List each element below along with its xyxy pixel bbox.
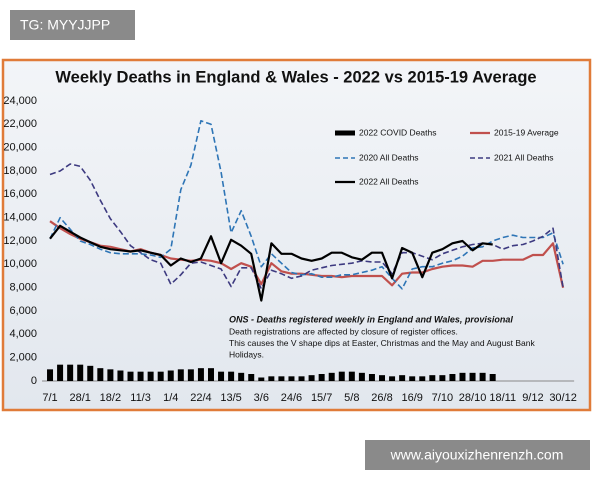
y-tick-label: 16,000 [3,188,37,200]
bar [348,371,355,381]
bar [87,365,94,381]
x-tick-label: 26/8 [371,392,392,404]
bar [449,374,456,381]
line [49,163,564,290]
bar [47,369,54,381]
bar [177,369,184,381]
y-tick-label: 20,000 [3,142,37,154]
bar [137,371,144,381]
watermark: TG: MYYJJPP [20,17,110,33]
bar [288,376,295,381]
bar [197,368,204,381]
bar [97,368,104,381]
bar [117,370,124,381]
watermark-box [10,10,135,40]
x-tick-label: 15/7 [311,392,332,404]
bar [238,372,245,381]
x-tick-label: 5/8 [344,392,359,404]
bar [429,375,436,381]
y-tick-label: 24,000 [3,95,37,107]
bar [389,376,396,381]
x-tick-label: 28/1 [69,392,90,404]
bar [218,371,225,381]
y-tick-label: 14,000 [3,212,37,224]
x-tick-label: 24/6 [281,392,302,404]
y-tick-label: 6,000 [9,305,37,317]
bar [127,371,134,381]
annotation-line: This causes the V shape dips at Easter, … [229,338,535,348]
x-tick-label: 7/1 [42,392,57,404]
bar [268,376,275,381]
bar [409,376,416,381]
bar [278,376,285,381]
y-tick-label: 0 [31,375,37,387]
bar [228,371,235,381]
x-tick-label: 7/10 [432,392,453,404]
x-tick-label: 11/3 [130,392,151,404]
x-tick-label: 9/12 [522,392,543,404]
bar [248,374,255,381]
bar [318,374,325,381]
bar [187,369,194,381]
annotation-line: Holidays. [229,349,264,359]
bar [489,374,496,381]
bar [328,372,335,381]
y-tick-label: 22,000 [3,118,37,130]
x-tick-label: 16/9 [401,392,422,404]
bar [368,374,375,381]
bar [459,372,466,381]
bar [147,371,154,381]
bar [298,376,305,381]
x-tick-label: 18/11 [489,392,516,404]
watermark-box [365,440,590,470]
bar [258,377,265,381]
chart-frame [1,58,592,412]
x-tick-label: 3/6 [254,392,269,404]
y-tick-label: 2,000 [9,352,37,364]
y-tick-label: 4,000 [9,328,37,340]
legend-label: 2022 COVID Deaths [359,127,436,137]
bar [469,372,476,381]
y-tick-label: 8,000 [9,282,37,294]
x-tick-label: 30/12 [549,392,577,404]
line [49,120,564,290]
y-tick-label: 10,000 [3,258,37,270]
bar [157,371,164,381]
bar [77,364,84,381]
x-tick-label: 28/10 [459,392,487,404]
bar [439,375,446,381]
y-tick-label: 12,000 [3,235,37,247]
bar [479,372,486,381]
annotation-title: ONS - Deaths registered weekly in Englan… [229,314,513,324]
bar [379,375,386,381]
bar [67,364,74,381]
chart-title: Weekly Deaths in England & Wales - 2022 … [55,68,536,86]
legend-label: 2022 All Deaths [359,176,419,186]
bar [399,375,406,381]
bar [57,364,64,381]
x-tick-label: 1/4 [163,392,178,404]
x-tick-label: 18/2 [100,392,121,404]
legend-label: 2020 All Deaths [359,152,419,162]
x-tick-label: 22/4 [190,392,211,404]
bar [419,376,426,381]
annotation-line: Death registrations are affected by clos… [229,326,458,336]
bar [207,368,214,381]
legend-label: 2021 All Deaths [494,152,554,162]
plot: 0 2,000 4,000 6,000 8,000 10,000 12,000 14,000 1… [3,95,577,404]
watermark: www.aiyouxizhenrenzh.com [390,447,564,463]
x-tick-label: 13/5 [220,392,241,404]
y-tick-label: 18,000 [3,165,37,177]
bar [167,370,174,381]
bar [308,375,315,381]
bar [107,369,114,381]
bar [338,371,345,381]
legend-label: 2015-19 Average [494,127,559,137]
bar [358,372,365,381]
line [49,224,493,302]
